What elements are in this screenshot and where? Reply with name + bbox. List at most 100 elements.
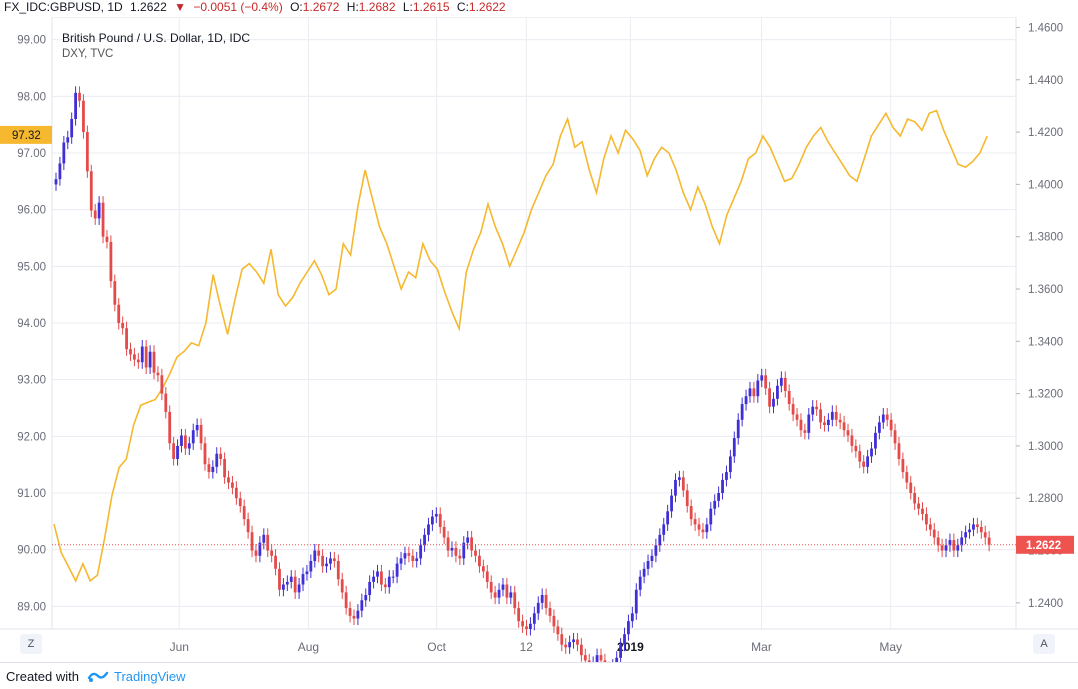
right-tick-label: 1.3600 xyxy=(1028,284,1063,296)
candle-body xyxy=(505,584,509,598)
candle-body xyxy=(434,513,438,517)
candle-body xyxy=(862,461,866,467)
candle-body xyxy=(799,419,803,431)
candle-body xyxy=(615,657,619,662)
candle-body xyxy=(689,506,693,520)
candle-body xyxy=(603,660,607,662)
candle-body xyxy=(576,639,579,645)
candle-body xyxy=(560,634,564,645)
candle-body xyxy=(564,644,568,648)
candle-body xyxy=(572,639,575,643)
candle-body xyxy=(262,534,266,543)
candle-body xyxy=(732,438,736,457)
candle-body xyxy=(681,477,685,491)
candle-body xyxy=(395,563,399,577)
last-price-tag xyxy=(1016,535,1074,554)
footer: Created with TradingView xyxy=(0,662,1078,689)
candle-body xyxy=(101,202,105,237)
candle-body xyxy=(148,351,152,368)
low-label: L: xyxy=(402,0,413,14)
x-tick-label: Jun xyxy=(170,640,189,654)
candle-body xyxy=(356,610,360,619)
left-tick-label: 91.00 xyxy=(17,488,46,500)
candle-body xyxy=(877,422,881,433)
candle-body xyxy=(972,524,975,530)
candle-body xyxy=(779,377,783,386)
candle-body xyxy=(928,524,932,530)
candle-body xyxy=(215,453,219,467)
dxy-last-tag xyxy=(0,125,52,144)
candle-body xyxy=(129,349,132,355)
candle-body xyxy=(842,422,846,431)
candle-body xyxy=(725,472,728,480)
candle-body xyxy=(956,545,960,551)
candle-body xyxy=(78,92,81,101)
candle-body xyxy=(791,404,795,415)
candle-body xyxy=(274,555,277,569)
candle-body xyxy=(187,443,191,449)
candle-body xyxy=(497,589,501,598)
candle-body xyxy=(399,558,403,564)
candle-body xyxy=(787,391,791,405)
candle-body xyxy=(485,571,489,582)
candle-body xyxy=(203,443,207,465)
candle-body xyxy=(838,419,842,423)
candle-body xyxy=(211,466,215,473)
candle-body xyxy=(709,508,713,525)
candle-body xyxy=(227,477,230,483)
right-tick-label: 1.4600 xyxy=(1028,22,1063,34)
candle-body xyxy=(117,304,121,323)
price-chart[interactable]: 99.00 98.00 97.00 96.00 95.00 94.00 93.00 92.00… xyxy=(0,17,1078,662)
candle-body xyxy=(944,545,948,551)
candle-body xyxy=(289,576,293,582)
left-tick-label: 95.00 xyxy=(17,261,46,273)
candle-body xyxy=(940,545,944,551)
candle-body xyxy=(234,487,238,499)
candle-body xyxy=(795,414,799,420)
candle-body xyxy=(74,92,78,119)
candle-body xyxy=(423,534,426,546)
left-tick-label: 92.00 xyxy=(17,431,46,443)
candle-body xyxy=(866,456,870,467)
auto-scale-button[interactable]: A xyxy=(1033,634,1055,654)
candle-body xyxy=(85,132,89,172)
candle-body xyxy=(807,414,811,433)
candle-body xyxy=(223,459,226,478)
candle-body xyxy=(450,547,454,551)
candle-body xyxy=(823,422,826,425)
candle-body xyxy=(983,532,987,538)
candle-body xyxy=(278,568,281,590)
candle-body xyxy=(195,425,199,431)
candle-body xyxy=(811,406,815,415)
candle-body xyxy=(89,171,93,211)
symbol-label: FX_IDC:GBPUSD, 1D xyxy=(4,0,123,14)
chart-area[interactable]: 99.00 98.00 97.00 96.00 95.00 94.00 93.00 92.00… xyxy=(0,17,1078,689)
candle-body xyxy=(701,529,705,533)
legend-compare-symbol[interactable]: DXY, TVC xyxy=(62,48,114,60)
candle-body xyxy=(909,482,913,493)
candle-body xyxy=(630,613,634,622)
candle-body xyxy=(525,626,528,629)
candle-body xyxy=(82,100,85,133)
left-tick-label: 99.00 xyxy=(17,35,46,47)
left-tick-label: 94.00 xyxy=(17,318,46,330)
tradingview-brand[interactable]: TradingView xyxy=(114,669,186,684)
candle-body xyxy=(442,527,446,538)
candle-body xyxy=(650,555,654,561)
candle-body xyxy=(258,542,262,556)
candle-body xyxy=(529,623,532,629)
candle-body xyxy=(105,236,109,242)
candle-body xyxy=(121,323,125,329)
candle-body xyxy=(583,655,587,661)
candle-body xyxy=(489,581,493,593)
candle-body xyxy=(881,414,885,423)
candle-body xyxy=(168,411,172,444)
candle-body xyxy=(595,655,599,662)
timezone-button[interactable]: Z xyxy=(20,634,42,654)
candle-body xyxy=(411,555,415,561)
candle-body xyxy=(462,542,466,559)
candle-body xyxy=(474,550,477,556)
x-tick-label: May xyxy=(879,640,902,654)
x-tick-label: Mar xyxy=(751,640,772,654)
candle-body xyxy=(415,558,419,561)
